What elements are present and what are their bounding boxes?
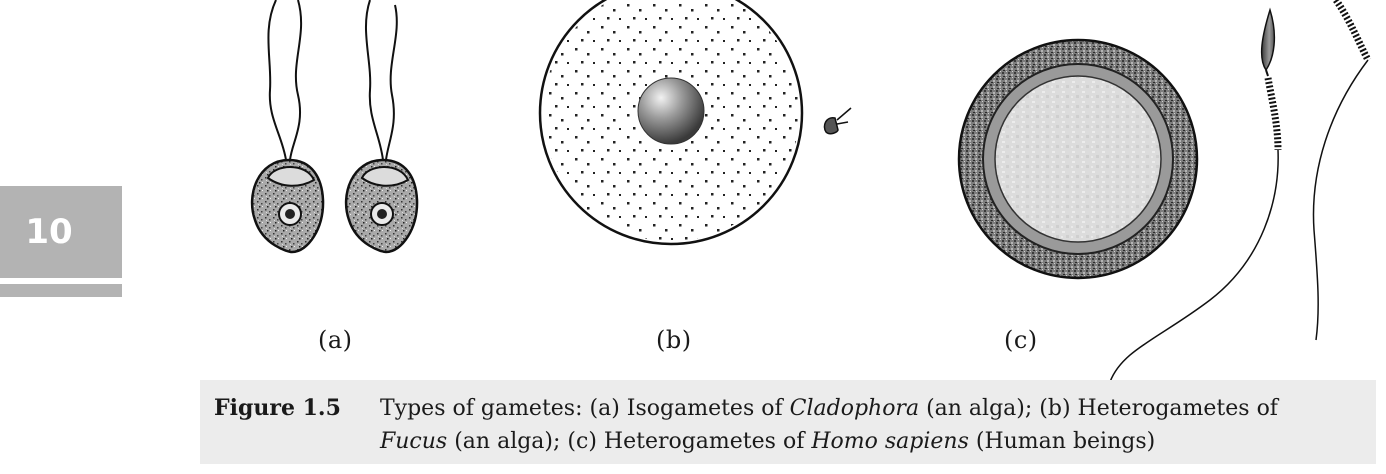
figure-caption: Figure 1.5 Types of gametes: (a) Isogamet… — [200, 380, 1376, 464]
caption-line1-post: (an alga); (b) Heterogametes of — [919, 396, 1278, 421]
isogamete-right — [344, 0, 419, 254]
caption-line2-italic1: Fucus — [380, 429, 448, 454]
fucus-heterogametes-illustration — [538, 0, 852, 246]
fucus-sperm — [823, 107, 852, 135]
isogamete-left — [250, 0, 325, 254]
caption-line2-post: (Human beings) — [968, 429, 1156, 454]
panel-label-a: (a) — [318, 326, 353, 354]
page-number: 10 — [25, 212, 73, 252]
caption-line-2: Fucus (an alga); (c) Heterogametes of Ho… — [214, 425, 1362, 458]
page-tab-rule — [0, 284, 122, 297]
caption-line-1: Figure 1.5 Types of gametes: (a) Isogamet… — [214, 392, 1362, 425]
page-number-tab: 10 — [0, 186, 122, 278]
human-ovum — [957, 38, 1199, 280]
caption-line1-pre: Types of gametes: (a) Isogametes of — [380, 396, 790, 421]
caption-figure-label: Figure 1.5 — [214, 395, 341, 421]
panel-label-b: (b) — [656, 326, 692, 354]
human-sperm-left — [1109, 7, 1282, 383]
isogametes-illustration — [250, 0, 419, 254]
human-heterogametes-illustration — [957, 0, 1372, 383]
caption-line2-italic2: Homo sapiens — [811, 429, 969, 454]
human-sperm-right — [1312, 0, 1372, 341]
caption-line1-italic: Cladophora — [789, 396, 920, 421]
panel-label-c: (c) — [1004, 326, 1038, 354]
fucus-egg — [538, 0, 804, 246]
caption-line2-mid: (an alga); (c) Heterogametes of — [447, 429, 812, 454]
